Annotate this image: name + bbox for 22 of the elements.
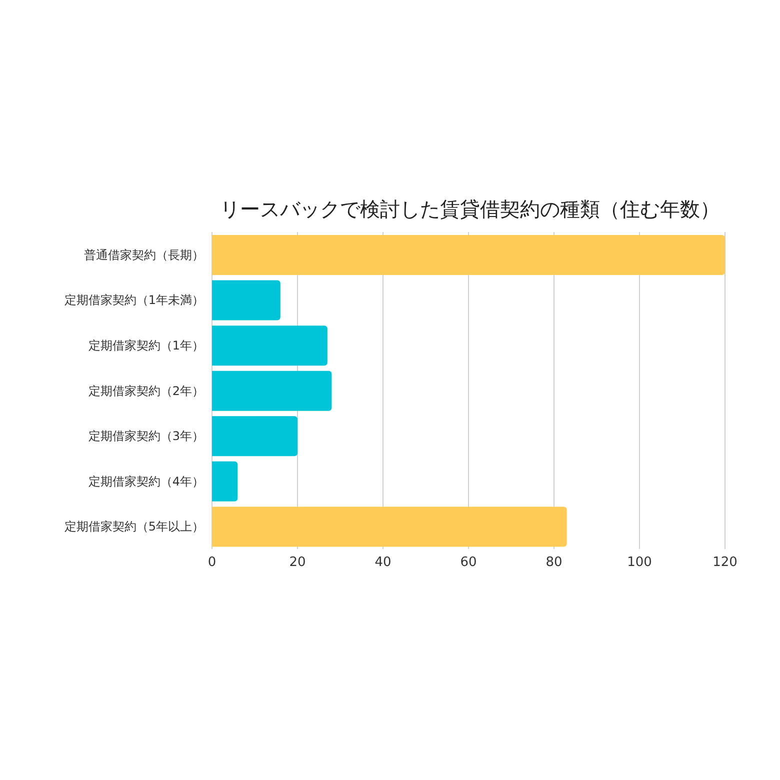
y-tick-label: 普通借家契約（長期） bbox=[84, 248, 204, 262]
y-tick-label: 定期借家契約（2年） bbox=[88, 384, 204, 398]
bar bbox=[212, 326, 328, 366]
bar bbox=[212, 370, 332, 411]
bar bbox=[212, 280, 280, 320]
x-tick-label: 80 bbox=[546, 555, 562, 570]
x-tick-label: 120 bbox=[712, 555, 738, 570]
bar bbox=[212, 235, 725, 275]
bar bbox=[212, 506, 567, 547]
bar bbox=[212, 416, 298, 456]
x-tick-label: 60 bbox=[460, 555, 477, 570]
x-tick-label: 20 bbox=[289, 555, 306, 570]
chart-title: リースバックで検討した賃貸借契約の種類（住む年数） bbox=[219, 196, 720, 223]
y-tick-label: 定期借家契約（3年） bbox=[88, 429, 204, 444]
y-tick-label: 定期借家契約（5年以上） bbox=[64, 520, 204, 534]
x-tick-label: 100 bbox=[627, 555, 652, 570]
x-tick-label: 0 bbox=[208, 555, 216, 570]
y-tick-label: 定期借家契約（1年未満） bbox=[64, 293, 204, 308]
bar bbox=[212, 461, 238, 502]
x-tick-label: 40 bbox=[374, 555, 392, 570]
y-tick-label: 定期借家契約（1年） bbox=[88, 338, 204, 352]
y-tick-label: 定期借家契約（4年） bbox=[88, 474, 204, 488]
